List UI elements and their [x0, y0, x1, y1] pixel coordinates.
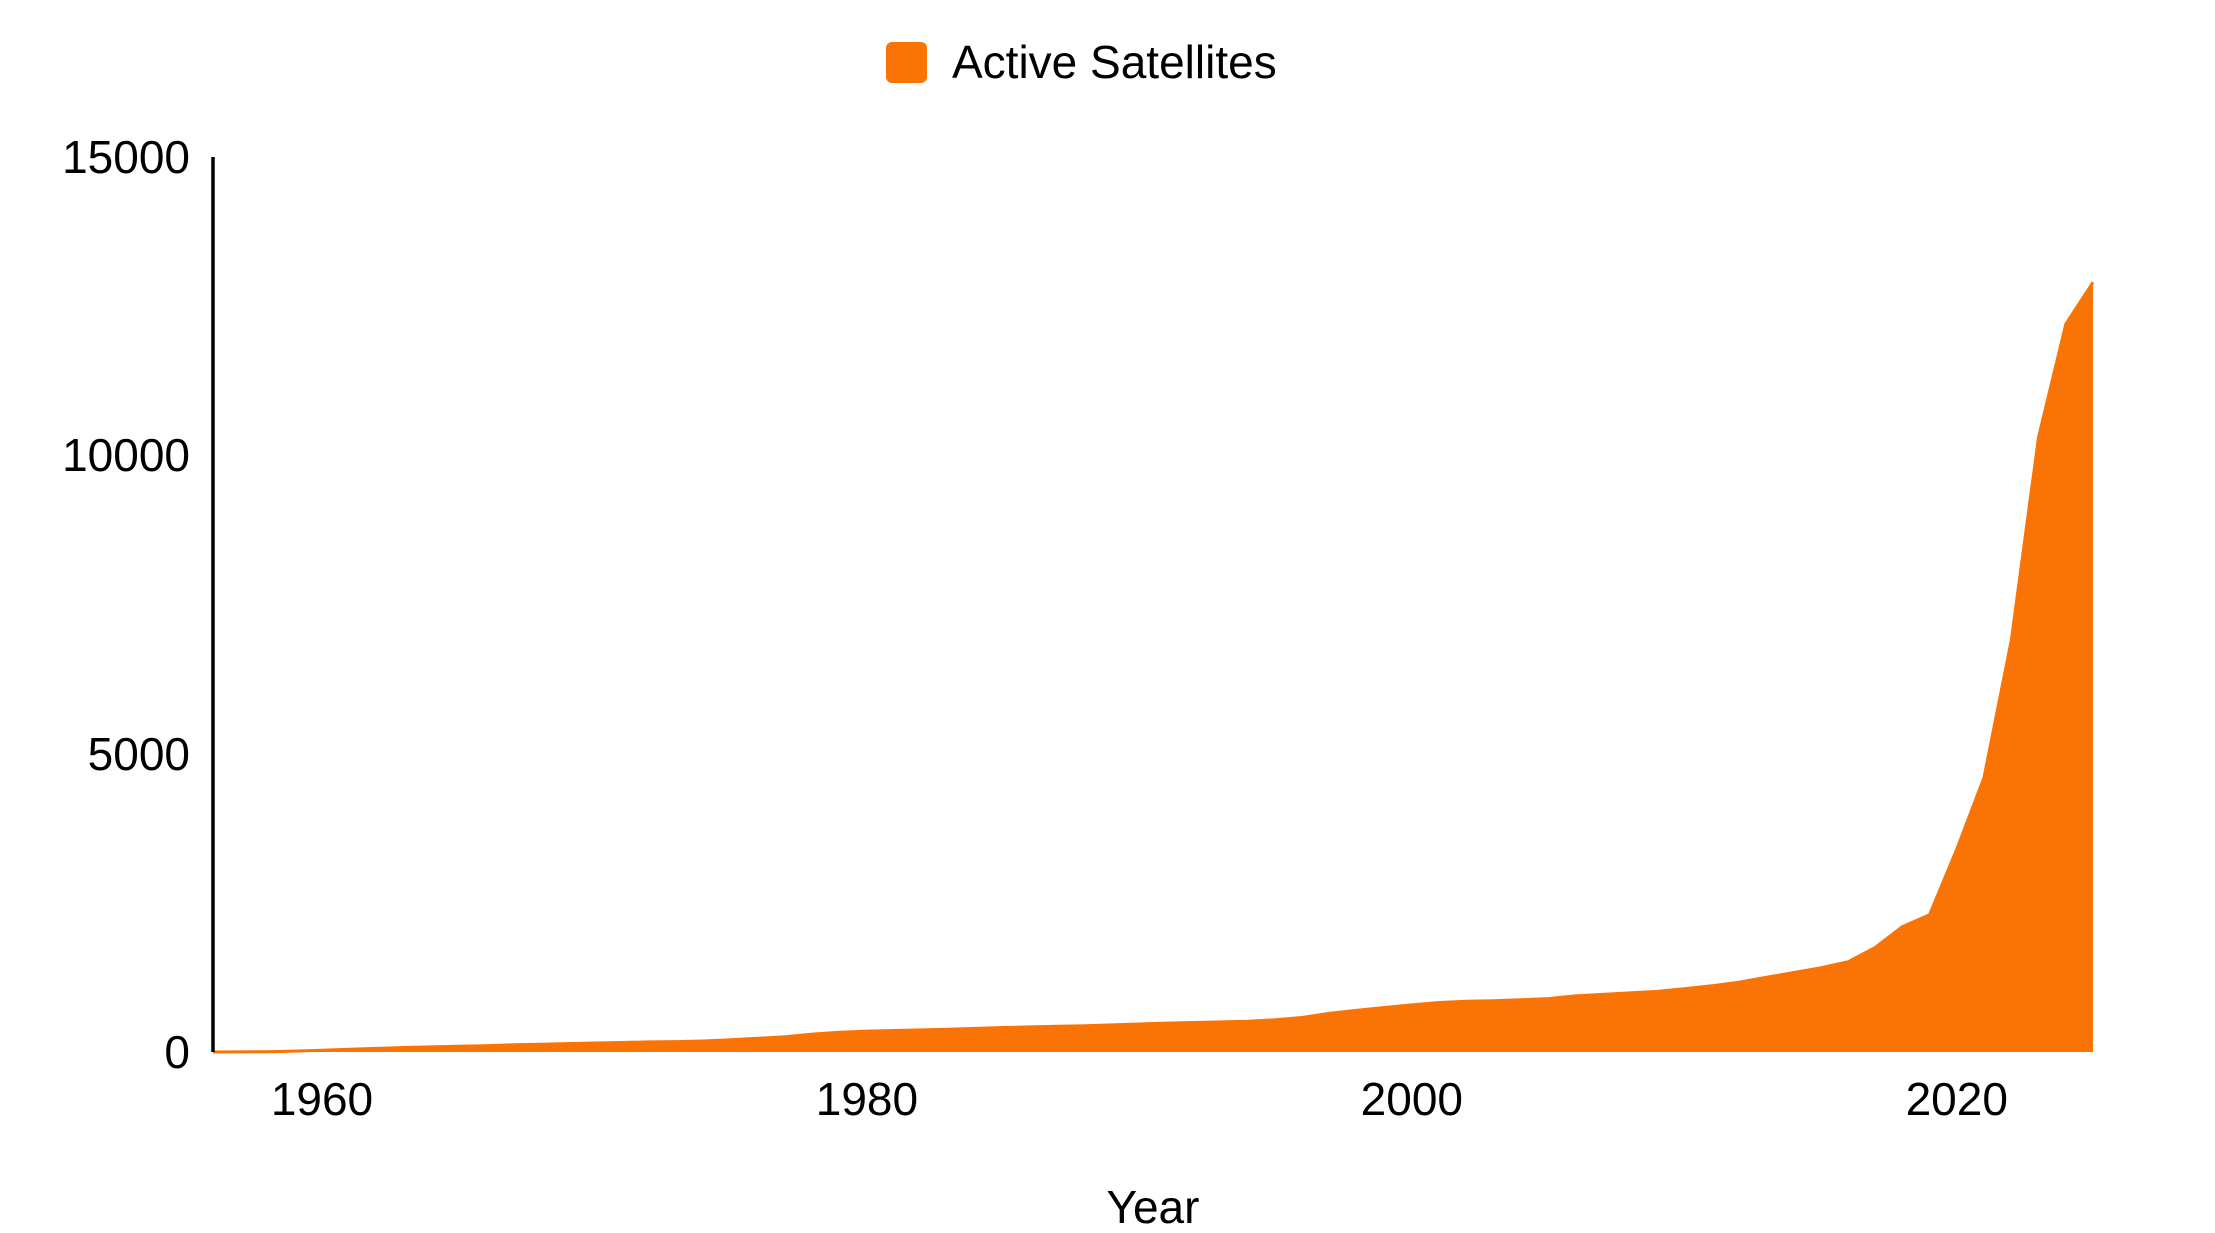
y-tick-label: 15000 — [62, 131, 190, 183]
legend-label: Active Satellites — [952, 36, 1277, 88]
x-tick-label: 1980 — [815, 1073, 919, 1125]
area-series-outline — [212, 281, 2095, 1054]
x-tick-label: 1960 — [270, 1073, 374, 1125]
y-tick-label: 0 — [164, 1026, 190, 1078]
y-tick-label: 10000 — [62, 429, 190, 482]
x-tick-label: 2020 — [1905, 1073, 2008, 1125]
legend: Active Satellites — [886, 36, 1277, 88]
x-axis-title: Year — [1106, 1181, 1200, 1233]
area-series-active-satellites — [213, 282, 2093, 1052]
legend-swatch — [886, 42, 927, 83]
x-tick-label: 2000 — [1360, 1073, 1463, 1125]
y-tick-label: 5000 — [87, 727, 190, 780]
